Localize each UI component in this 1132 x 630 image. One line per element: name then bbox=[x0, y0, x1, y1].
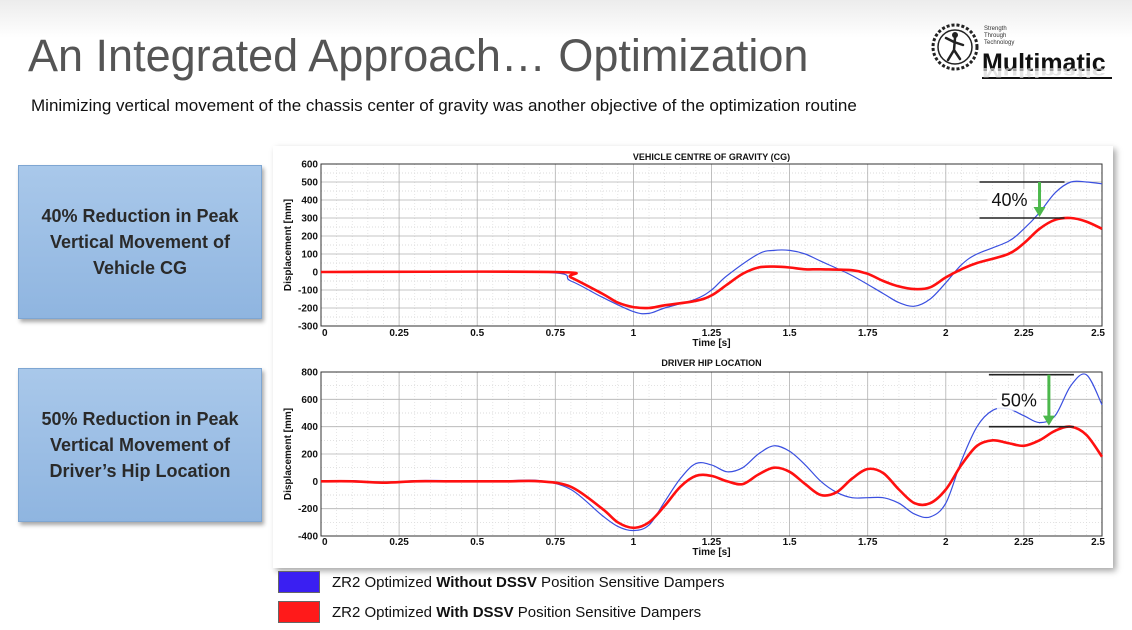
y-tick-label: 600 bbox=[301, 395, 318, 406]
x-tick-label: 1.75 bbox=[858, 537, 878, 548]
y-tick-label: 200 bbox=[301, 232, 318, 243]
annotation-arrow-head bbox=[1042, 415, 1055, 426]
y-tick-label: 600 bbox=[301, 160, 318, 171]
x-tick-label: 1.25 bbox=[702, 328, 722, 339]
x-tick-label: 2.25 bbox=[1014, 328, 1034, 339]
plot-frame bbox=[320, 163, 1103, 327]
annotation-arrow-head bbox=[1033, 207, 1046, 217]
x-axis-label: Time [s] bbox=[692, 547, 730, 558]
annotation-percent-label: 50% bbox=[1001, 391, 1037, 411]
multimatic-logo: Strength Through Technology Multimatic M… bbox=[928, 20, 1118, 110]
x-tick-label: 0.75 bbox=[546, 328, 566, 339]
x-tick-label: 2 bbox=[943, 537, 949, 548]
slide-title: An Integrated Approach… Optimization bbox=[28, 30, 809, 81]
y-tick-label: 200 bbox=[301, 450, 318, 461]
x-tick-label: 2.25 bbox=[1014, 537, 1034, 548]
logo-tagline: Strength Through Technology bbox=[984, 26, 1014, 47]
y-tick-label: -100 bbox=[298, 286, 318, 297]
y-tick-label: -200 bbox=[298, 304, 318, 315]
callout-cg-reduction: 40% Reduction in Peak Vertical Movement … bbox=[18, 165, 262, 319]
y-tick-label: 500 bbox=[301, 178, 318, 189]
legend-bold: Without DSSV bbox=[436, 573, 537, 591]
charts-svg: VEHICLE CENTRE OF GRAVITY (CG) -300 -200 -1… bbox=[283, 152, 1105, 558]
y-tick-label: 400 bbox=[301, 196, 318, 207]
x-tick-label: 2.5 bbox=[1091, 537, 1105, 548]
y-tick-label: 0 bbox=[312, 477, 318, 488]
x-tick-label: 0 bbox=[322, 328, 328, 339]
x-tick-label: 1.5 bbox=[783, 537, 797, 548]
legend-item-without-dssv: ZR2 Optimized Without DSSV Position Sens… bbox=[278, 571, 724, 593]
x-tick-label: 1 bbox=[631, 537, 637, 548]
legend-prefix: ZR2 Optimized bbox=[332, 603, 437, 621]
chart-panel: VEHICLE CENTRE OF GRAVITY (CG) -300 -200 -1… bbox=[273, 146, 1113, 568]
callout-line: Vertical Movement of bbox=[49, 232, 231, 252]
legend-suffix: Position Sensitive Dampers bbox=[513, 603, 702, 621]
x-tick-label: 2 bbox=[943, 328, 949, 339]
x-tick-label: 0 bbox=[322, 537, 328, 548]
logo-name: Multimatic bbox=[982, 49, 1106, 77]
legend-swatch-blue bbox=[278, 571, 320, 593]
y-tick-label: 0 bbox=[312, 268, 318, 279]
callout-line: Vehicle CG bbox=[92, 258, 188, 278]
series-line-without-dssv bbox=[320, 180, 1103, 315]
chart-title: VEHICLE CENTRE OF GRAVITY (CG) bbox=[633, 152, 790, 162]
y-tick-label: 100 bbox=[301, 250, 318, 261]
callout-line: 50% Reduction in Peak bbox=[41, 409, 239, 429]
x-tick-label: 2.5 bbox=[1091, 328, 1105, 339]
y-tick-label: -300 bbox=[298, 322, 318, 333]
y-axis-label: Displacement [mm] bbox=[283, 408, 294, 500]
callout-line: Vertical Movement of bbox=[49, 435, 231, 455]
x-tick-label: 1 bbox=[631, 328, 637, 339]
callout-line: Driver’s Hip Location bbox=[49, 461, 231, 481]
x-tick-label: 0.5 bbox=[470, 537, 484, 548]
y-tick-label: 800 bbox=[301, 368, 318, 379]
y-tick-label: -400 bbox=[298, 532, 318, 543]
callout-line: 40% Reduction in Peak bbox=[41, 206, 239, 226]
x-tick-label: 1.25 bbox=[702, 537, 722, 548]
callout-hip-reduction: 50% Reduction in Peak Vertical Movement … bbox=[18, 368, 262, 522]
legend-label: ZR2 Optimized With DSSV Position Sensiti… bbox=[332, 604, 701, 621]
x-tick-label: 0.5 bbox=[470, 328, 484, 339]
legend-swatch-red bbox=[278, 601, 320, 623]
logo-tagline-1: Strength bbox=[984, 26, 1007, 32]
annotation-percent-label: 40% bbox=[992, 190, 1028, 210]
logo-tagline-3: Technology bbox=[984, 40, 1015, 46]
y-tick-label: 400 bbox=[301, 422, 318, 433]
x-tick-label: 0.25 bbox=[389, 328, 409, 339]
legend-prefix: ZR2 Optimized bbox=[332, 573, 437, 591]
logo-underline bbox=[982, 77, 1112, 79]
plot-frame bbox=[320, 371, 1103, 537]
x-axis-label: Time [s] bbox=[692, 338, 730, 349]
logo-tagline-2: Through bbox=[984, 33, 1007, 39]
legend-suffix: Position Sensitive Dampers bbox=[536, 573, 725, 591]
legend-bold: With DSSV bbox=[436, 603, 514, 621]
slide-subtitle: Minimizing vertical movement of the chas… bbox=[31, 96, 857, 115]
y-tick-label: 300 bbox=[301, 214, 318, 225]
chart-title: DRIVER HIP LOCATION bbox=[661, 358, 761, 368]
legend-item-with-dssv: ZR2 Optimized With DSSV Position Sensiti… bbox=[278, 601, 701, 623]
x-tick-label: 0.75 bbox=[546, 537, 566, 548]
annotation-label-bg bbox=[987, 189, 1032, 210]
annotation-label-bg bbox=[996, 389, 1041, 411]
y-tick-label: -200 bbox=[298, 504, 318, 515]
series-line-with-dssv bbox=[320, 216, 1103, 310]
x-tick-label: 1.5 bbox=[783, 328, 797, 339]
gear-emblem-icon bbox=[931, 23, 979, 71]
logo-reflection: Multimatic bbox=[982, 64, 1106, 80]
legend-label: ZR2 Optimized Without DSSV Position Sens… bbox=[332, 574, 724, 591]
series-line-with-dssv bbox=[320, 425, 1104, 530]
x-tick-label: 0.25 bbox=[389, 537, 409, 548]
y-axis-label: Displacement [mm] bbox=[283, 199, 294, 291]
x-tick-label: 1.75 bbox=[858, 328, 878, 339]
